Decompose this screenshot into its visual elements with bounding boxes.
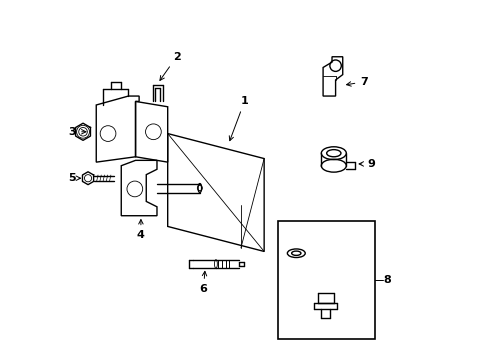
Text: 7: 7 xyxy=(346,77,367,87)
Bar xyxy=(278,221,374,339)
Text: 3: 3 xyxy=(68,127,86,137)
Text: 5: 5 xyxy=(68,173,81,183)
Text: 8: 8 xyxy=(383,275,391,285)
Text: 2: 2 xyxy=(160,52,180,80)
Text: 1: 1 xyxy=(229,96,248,141)
Text: 4: 4 xyxy=(137,220,144,240)
Text: 9: 9 xyxy=(358,159,374,169)
Text: 6: 6 xyxy=(199,271,207,294)
